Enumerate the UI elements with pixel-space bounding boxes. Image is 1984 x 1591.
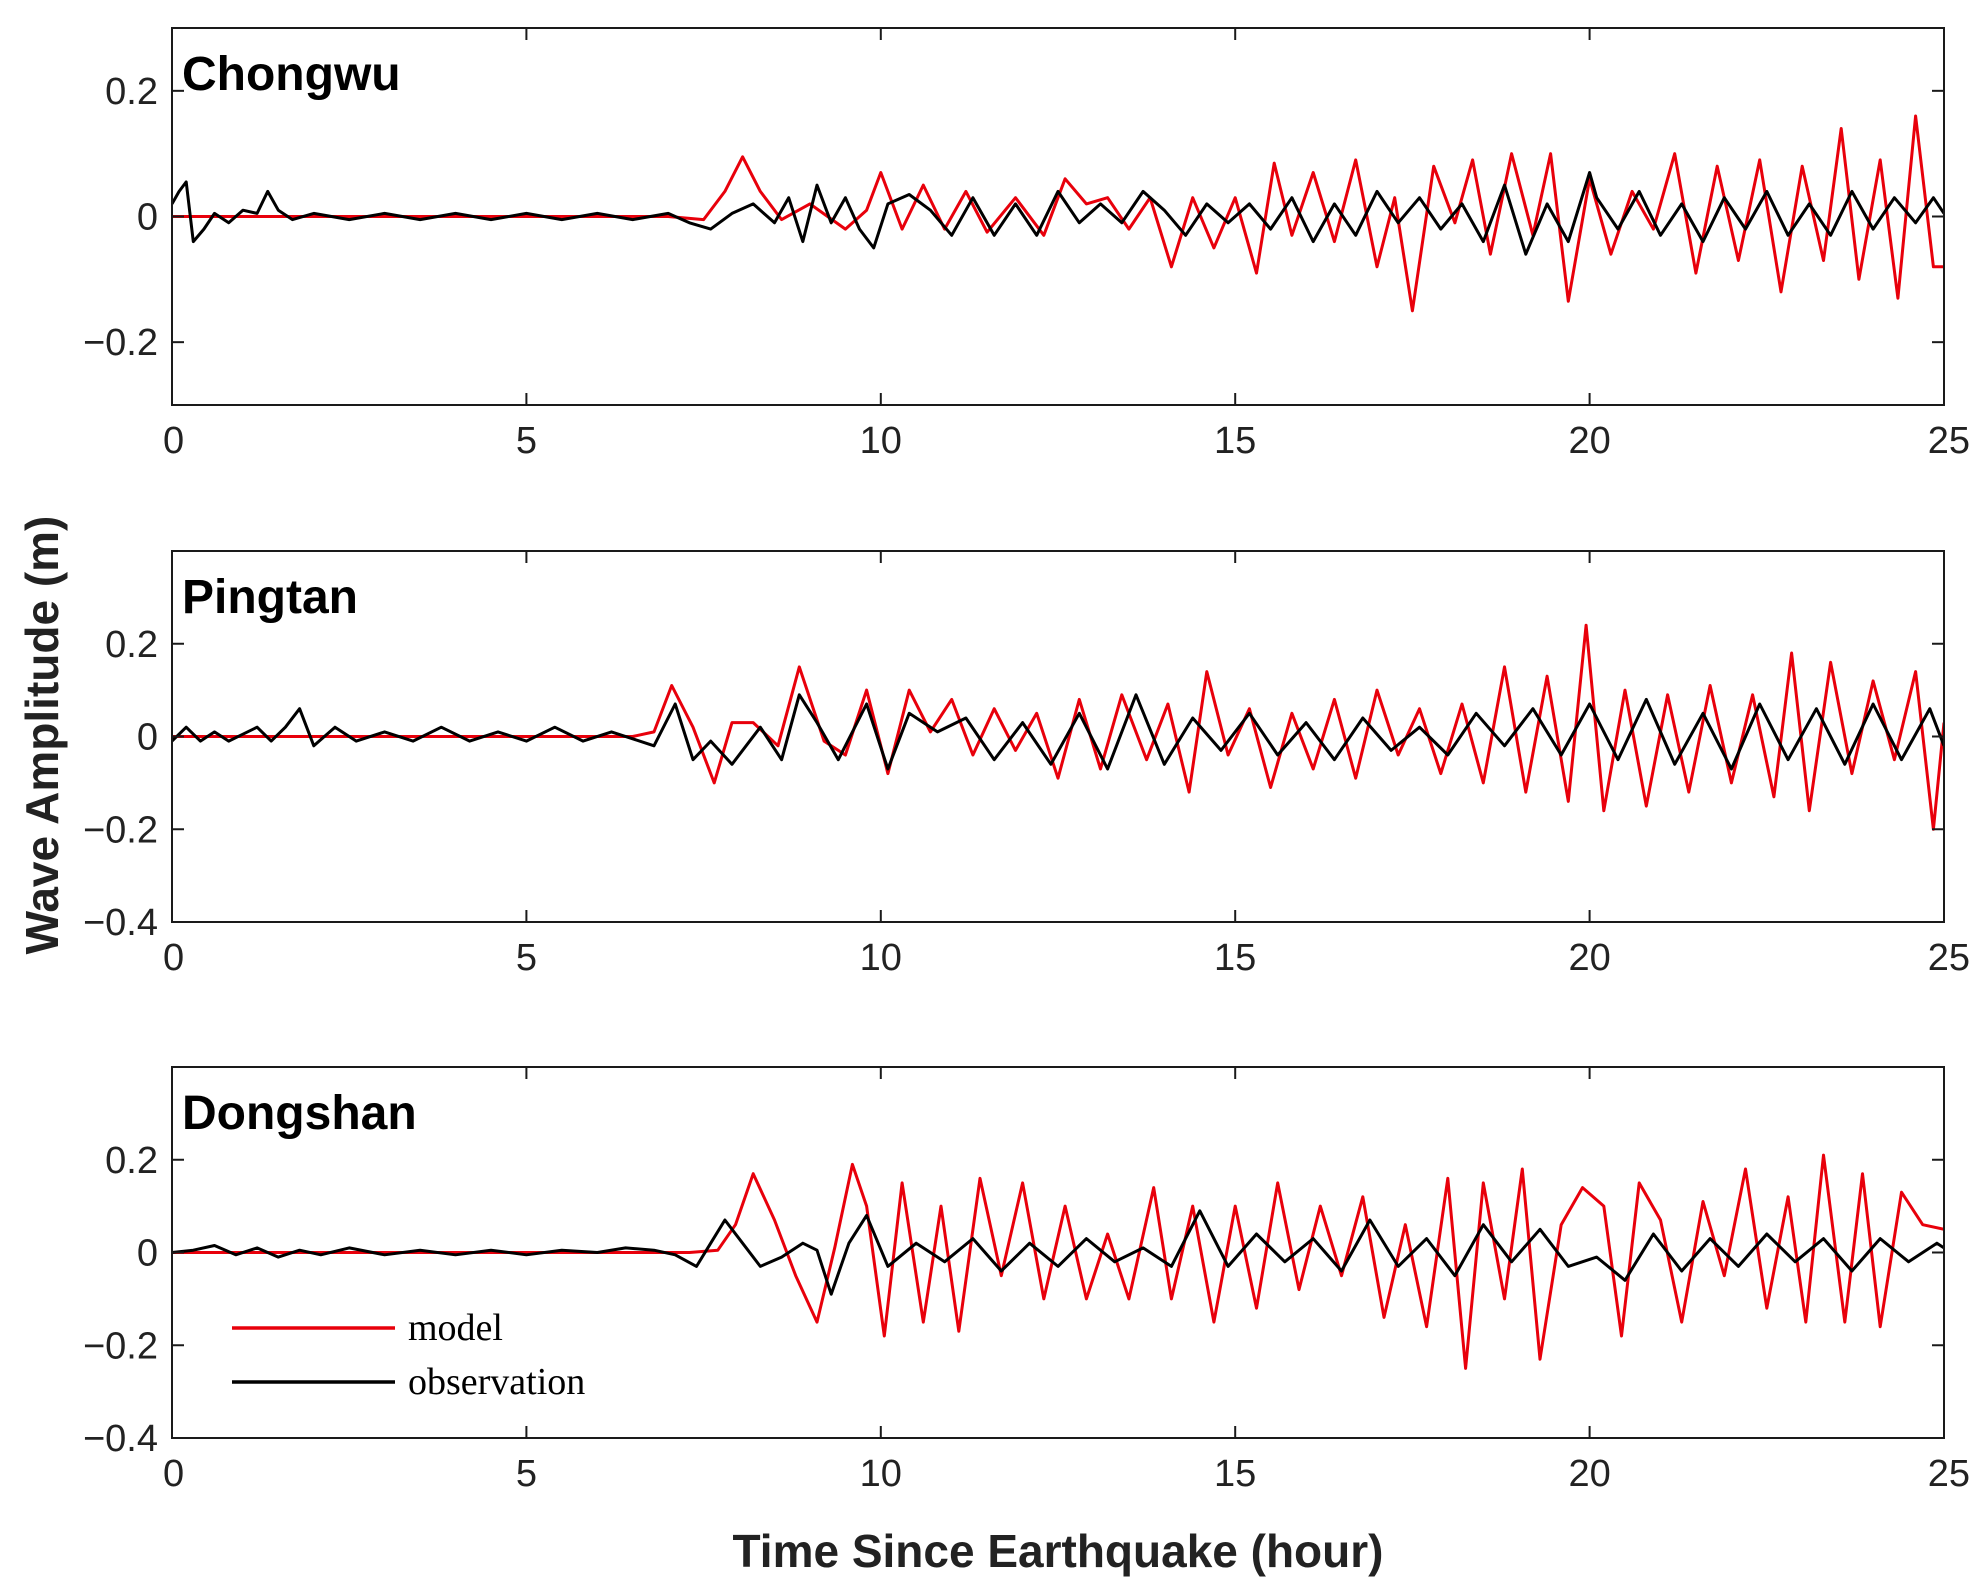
dongshan-observation-line bbox=[172, 1209, 1944, 1296]
dongshan-model-line bbox=[172, 1153, 1944, 1370]
chongwu-panel: 0 5 10 15 20 25 −0.2 0 0.2 Chongwu bbox=[83, 27, 1970, 462]
chongwu-y-tick-label: 0 bbox=[137, 197, 158, 239]
chongwu-model-line bbox=[172, 114, 1944, 313]
dongshan-y-tick-label: 0 bbox=[137, 1233, 158, 1275]
pingtan-x-tick-label: 10 bbox=[860, 937, 902, 979]
legend-model-label: model bbox=[408, 1307, 503, 1349]
dongshan-y-tick-label: 0.2 bbox=[105, 1140, 158, 1182]
pingtan-x-tick-label: 25 bbox=[1928, 937, 1970, 979]
pingtan-observation-line bbox=[172, 693, 1944, 771]
pingtan-y-tick-label: −0.4 bbox=[83, 902, 158, 944]
chongwu-x-tick-label: 20 bbox=[1568, 420, 1610, 462]
pingtan-x-tick-label: 5 bbox=[516, 937, 537, 979]
x-axis-title: Time Since Earthquake (hour) bbox=[733, 1525, 1384, 1577]
pingtan-x-tick-label: 20 bbox=[1568, 937, 1610, 979]
pingtan-x-tick-label: 15 bbox=[1214, 937, 1256, 979]
pingtan-y-tick-label: 0.2 bbox=[105, 624, 158, 666]
dongshan-x-tick-label: 20 bbox=[1568, 1453, 1610, 1495]
y-axis-title: Wave Amplitude (m) bbox=[16, 516, 68, 955]
pingtan-panel: 0 5 10 15 20 25 −0.4 −0.2 0 0.2 Pingtan bbox=[83, 550, 1970, 979]
pingtan-y-tick-label: 0 bbox=[137, 717, 158, 759]
dongshan-y-tick-label: −0.2 bbox=[83, 1325, 158, 1367]
pingtan-station-label: Pingtan bbox=[182, 571, 358, 624]
dongshan-x-tick-label: 10 bbox=[860, 1453, 902, 1495]
chongwu-x-tick-label: 5 bbox=[516, 420, 537, 462]
pingtan-y-tick-label: −0.2 bbox=[83, 809, 158, 851]
dongshan-x-tick-label: 15 bbox=[1214, 1453, 1256, 1495]
chongwu-x-tick-label: 15 bbox=[1214, 420, 1256, 462]
dongshan-panel: 0 5 10 15 20 25 −0.4 −0.2 0 0.2 Dongshan bbox=[83, 1066, 1970, 1495]
pingtan-x-tick-label: 0 bbox=[163, 937, 184, 979]
dongshan-station-label: Dongshan bbox=[182, 1087, 417, 1140]
dongshan-y-tick-label: −0.4 bbox=[83, 1418, 158, 1460]
chongwu-x-tick-label: 10 bbox=[860, 420, 902, 462]
dongshan-x-tick-label: 0 bbox=[163, 1453, 184, 1495]
chongwu-x-tick-label: 0 bbox=[163, 420, 184, 462]
dongshan-x-tick-label: 25 bbox=[1928, 1453, 1970, 1495]
chongwu-station-label: Chongwu bbox=[182, 48, 401, 101]
legend-observation-label: observation bbox=[408, 1361, 585, 1403]
chongwu-observation-line bbox=[172, 171, 1944, 256]
chongwu-y-tick-label: −0.2 bbox=[83, 322, 158, 364]
chongwu-y-tick-label: 0.2 bbox=[105, 71, 158, 113]
legend: model observation bbox=[232, 1307, 585, 1403]
dongshan-x-tick-label: 5 bbox=[516, 1453, 537, 1495]
chongwu-x-tick-label: 25 bbox=[1928, 420, 1970, 462]
